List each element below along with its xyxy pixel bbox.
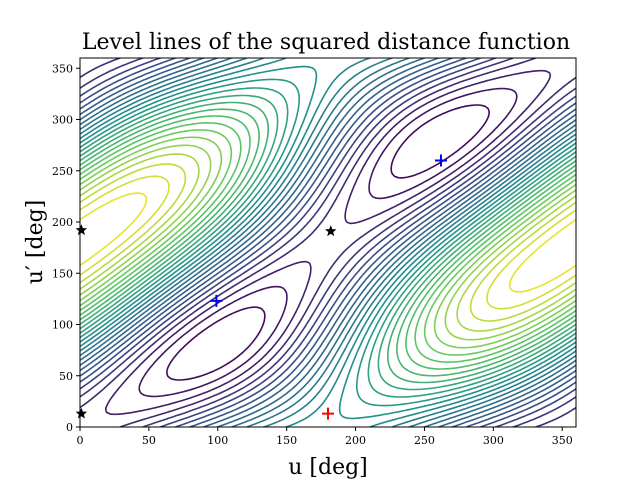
star-marker [75,224,88,236]
contour-level-14 [80,58,576,427]
plot-frame [79,57,577,428]
contour-level-26 [80,153,576,332]
contour-level-21 [80,115,576,370]
x-tick-label: 300 [483,434,504,447]
y-tick-label: 150 [52,267,73,280]
contour-level-8 [80,58,576,427]
star-marker [75,407,88,419]
star-marker [325,225,337,237]
x-tick-label: 50 [142,434,156,447]
x-axis: 0 50 100 150 200 250 300 350 [77,427,573,447]
contour-level-20 [80,108,576,377]
contour-level-2 [138,87,518,398]
x-tick-label: 150 [276,434,297,447]
y-tick-label: 50 [59,370,73,383]
y-tick-label: 200 [52,216,73,229]
contour-level-12 [80,58,576,427]
contour-level-22 [80,122,576,363]
x-tick-label: 100 [207,434,228,447]
contour-level-1 [166,104,490,381]
plus-marker [322,407,334,420]
contour-level-15 [80,65,576,420]
x-tick-label: 200 [345,434,366,447]
contour-level-28 [80,175,576,310]
contour-level-18 [80,94,576,391]
y-axis: 0 50 100 150 200 250 300 350 [52,62,80,434]
x-tick-label: 0 [77,434,84,447]
x-axis-label: u [deg] [288,455,368,480]
contour-level-4 [80,58,576,427]
contour-level-13 [80,58,576,427]
x-tick-label: 250 [414,434,435,447]
y-tick-label: 0 [66,421,73,434]
contour-level-16 [80,78,576,407]
contour-level-19 [80,101,576,384]
contour-level-17 [80,87,576,398]
plus-marker [434,154,447,167]
contour-level-24 [80,136,576,349]
x-tick-label: 350 [552,434,573,447]
plus-marker [210,294,223,307]
contour-level-7 [80,58,576,427]
contour-level-11 [80,58,576,427]
contour-level-10 [80,58,576,427]
contour-level-5 [80,58,576,427]
y-axis-label: u′ [deg] [23,200,48,285]
contour-level-6 [80,58,576,427]
contour-level-25 [80,144,576,341]
y-tick-label: 300 [52,114,73,127]
marker-layer [75,154,447,420]
y-tick-label: 250 [52,165,73,178]
contour-level-27 [80,163,576,322]
y-tick-label: 100 [52,319,73,332]
chart-title: Level lines of the squared distance func… [82,30,570,55]
y-tick-label: 350 [52,62,73,75]
contour-level-29 [80,192,576,293]
contour-lines [80,58,576,427]
contour-level-9 [80,58,576,427]
contour-level-23 [80,129,576,356]
contour-level-3 [104,69,552,416]
